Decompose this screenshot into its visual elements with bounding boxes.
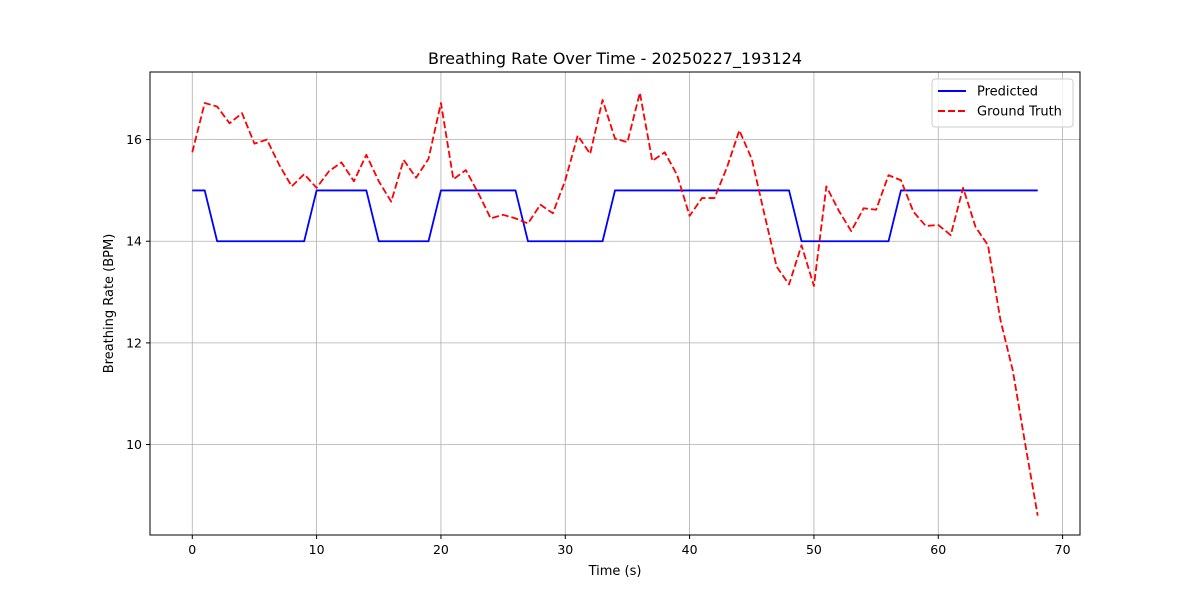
- x-tick-label: 30: [557, 542, 573, 557]
- x-tick-label: 40: [682, 542, 698, 557]
- legend-label-ground-truth: Ground Truth: [977, 105, 1062, 120]
- legend-label-predicted: Predicted: [977, 85, 1038, 100]
- series-layer: [191, 91, 1039, 516]
- chart-title: Breathing Rate Over Time - 20250227_1931…: [428, 49, 802, 69]
- y-tick-label: 10: [126, 437, 142, 452]
- series-line-ground-truth: [191, 91, 1039, 516]
- y-axis-label: Breathing Rate (BPM): [102, 234, 117, 374]
- x-tick-label: 20: [433, 542, 449, 557]
- y-tick-label: 14: [126, 234, 142, 249]
- x-tick-label: 70: [1055, 542, 1071, 557]
- legend: Predicted Ground Truth: [931, 78, 1074, 128]
- axis-ticks: 0 10 20 30 40 50 60 70 10 12 14 16: [126, 132, 1070, 557]
- series-line-predicted: [192, 189, 1038, 243]
- x-tick-label: 10: [309, 542, 325, 557]
- plot-frame: [149, 71, 1081, 536]
- x-tick-label: 60: [930, 542, 946, 557]
- x-tick-label: 0: [188, 542, 196, 557]
- legend-box: [931, 78, 1074, 128]
- x-axis-label: Time (s): [588, 564, 642, 579]
- x-tick-label: 50: [806, 542, 822, 557]
- y-tick-label: 16: [126, 132, 142, 147]
- y-tick-label: 12: [126, 335, 142, 350]
